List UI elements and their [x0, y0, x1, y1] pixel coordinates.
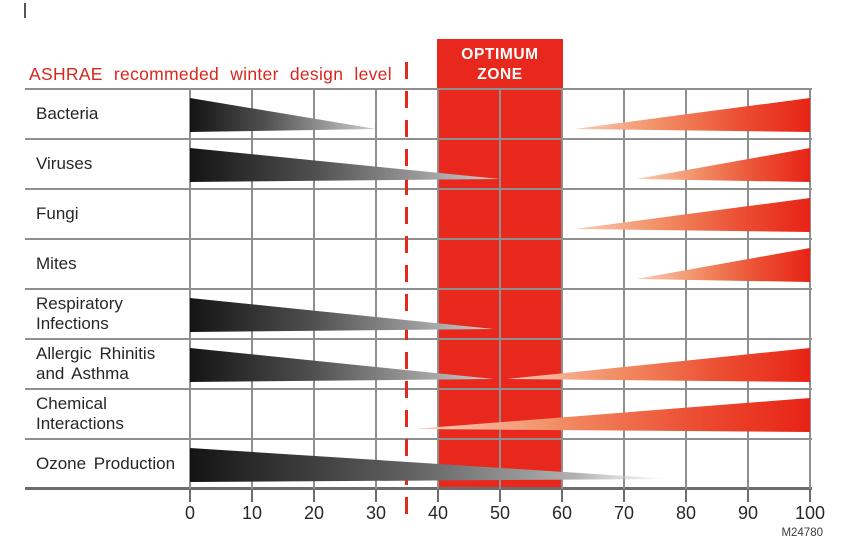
grid-line-v — [375, 89, 377, 489]
row-label: Fungi — [36, 203, 79, 223]
grid-line-h — [25, 88, 812, 90]
row-label: Respiratory Infections — [36, 293, 123, 333]
wedge-decrease — [190, 298, 494, 332]
optimum-zone-label-line1: OPTIMUM — [461, 46, 539, 63]
grid-line-h — [25, 188, 812, 190]
wedge-decrease — [190, 448, 674, 482]
wedge-increase — [413, 398, 810, 432]
grid-line-h — [25, 288, 812, 290]
axis-tick-label: 40 — [427, 503, 449, 523]
row-label: Bacteria — [36, 103, 99, 123]
axis-tick-label: 60 — [551, 503, 573, 523]
grid-line-v — [685, 89, 687, 489]
wedge-increase — [574, 198, 810, 232]
chart-title: ASHRAE recommeded winter design level — [29, 64, 392, 84]
row-label: Mites — [36, 253, 77, 273]
wedge-increase — [506, 348, 810, 382]
axis-tick — [747, 490, 749, 502]
grid-line-v — [747, 89, 749, 489]
wedge-decrease — [190, 348, 494, 382]
axis-tick — [561, 490, 563, 502]
grid-line-v — [809, 89, 811, 489]
grid-line-v — [499, 89, 501, 489]
wedge-decrease — [190, 148, 500, 182]
x-axis-line — [25, 487, 812, 490]
axis-tick — [189, 490, 191, 502]
grid-line-h — [25, 438, 812, 440]
row-label: Ozone Production — [36, 453, 176, 473]
row-label: Allergic Rhinitis and Asthma — [36, 343, 156, 383]
axis-tick-label: 100 — [794, 503, 826, 523]
ashrae-dashed-line — [405, 62, 408, 521]
wedge-increase — [636, 148, 810, 182]
grid-line-v — [251, 89, 253, 489]
axis-tick — [375, 490, 377, 502]
row-label: Chemical Interactions — [36, 393, 124, 433]
frame-corner-tick — [24, 3, 26, 18]
wedge-decrease — [190, 98, 376, 132]
grid-line-v — [189, 89, 191, 489]
optimum-zone-label: OPTIMUM ZONE — [437, 45, 563, 85]
grid-line-h — [25, 388, 812, 390]
axis-tick-label: 20 — [303, 503, 325, 523]
wedge-increase — [574, 98, 810, 132]
grid-line-v — [437, 89, 439, 489]
axis-tick-label: 50 — [489, 503, 511, 523]
grid-line-v — [561, 89, 563, 489]
wedge-increase — [636, 248, 810, 282]
document-number: M24780 — [781, 527, 823, 539]
axis-tick — [499, 490, 501, 502]
grid-line-h — [25, 338, 812, 340]
grid-line-h — [25, 238, 812, 240]
grid-line-h — [25, 138, 812, 140]
axis-tick — [809, 490, 811, 502]
axis-tick-label: 30 — [365, 503, 387, 523]
optimum-zone-label-line2: ZONE — [477, 66, 523, 83]
axis-tick-label: 10 — [241, 503, 263, 523]
axis-tick — [623, 490, 625, 502]
grid-line-v — [313, 89, 315, 489]
axis-tick — [437, 490, 439, 502]
axis-tick-label: 0 — [184, 503, 195, 523]
axis-tick-label: 90 — [737, 503, 759, 523]
axis-tick — [313, 490, 315, 502]
grid-line-v — [623, 89, 625, 489]
axis-tick — [251, 490, 253, 502]
row-label: Viruses — [36, 153, 93, 173]
axis-tick-label: 70 — [613, 503, 635, 523]
axis-tick-label: 80 — [675, 503, 697, 523]
axis-tick — [685, 490, 687, 502]
